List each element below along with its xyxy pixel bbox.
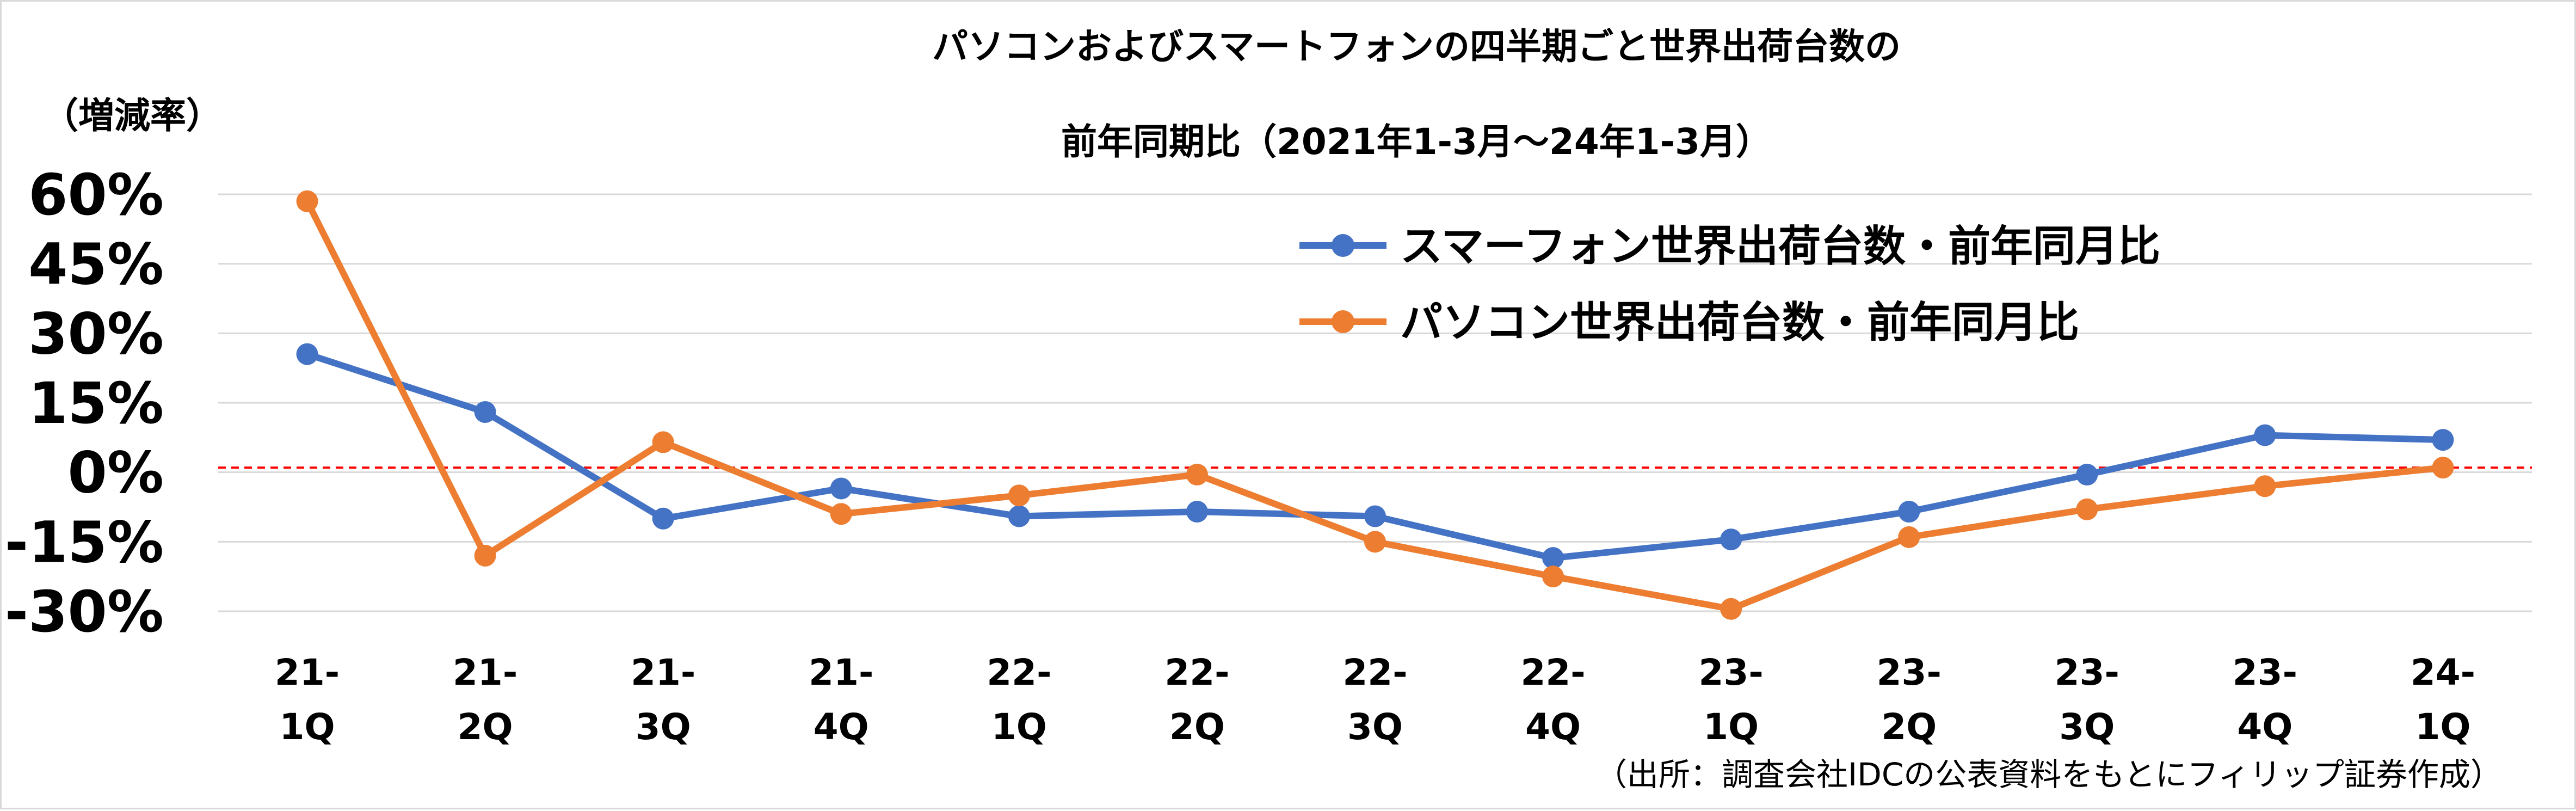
data-point (1186, 501, 1208, 523)
data-point (2076, 463, 2098, 486)
data-point (652, 507, 674, 530)
data-point (2254, 424, 2276, 446)
legend-swatch-marker (1332, 310, 1354, 333)
data-point (1720, 529, 1742, 551)
y-tick-label: 45% (28, 231, 164, 298)
x-tick-label: 21-1Q (275, 652, 340, 748)
data-point (1898, 501, 1920, 523)
data-point (1364, 505, 1386, 527)
series-pc (296, 190, 2454, 620)
x-tick-label: 22-1Q (987, 652, 1051, 748)
data-point (2432, 429, 2454, 451)
x-tick-label: 23-3Q (2055, 652, 2119, 748)
series-group (296, 190, 2454, 620)
y-tick-label: 15% (28, 370, 164, 437)
x-tick-label: 22-3Q (1342, 652, 1407, 748)
x-tick-label: 23-4Q (2233, 652, 2297, 748)
data-point (474, 401, 496, 423)
y-tick-label: -30% (5, 579, 164, 645)
data-point (1542, 547, 1564, 569)
y-tick-label: 60% (28, 162, 164, 228)
data-point (1364, 531, 1386, 553)
y-tick-label: -15% (5, 509, 164, 575)
data-point (830, 477, 852, 500)
data-point (1898, 526, 1920, 548)
data-point (1542, 566, 1564, 588)
y-tick-label: 0% (67, 440, 164, 506)
data-point (474, 544, 496, 567)
data-point (830, 503, 852, 525)
data-point (1186, 463, 1208, 486)
x-tick-label: 21-2Q (453, 652, 517, 748)
x-tick-label: 23-2Q (1877, 652, 1942, 748)
legend-label: パソコン世界出荷台数・前年同月比 (1400, 298, 2079, 347)
data-point (1008, 505, 1030, 527)
y-axis-label: （増減率） (42, 95, 222, 137)
x-tick-label: 21-4Q (809, 652, 873, 748)
x-tick-label: 24-1Q (2411, 652, 2475, 748)
data-point (1008, 484, 1030, 507)
x-tick-label: 22-2Q (1164, 652, 1229, 748)
y-axis: 60%45%30%15%0%-15%-30% (5, 162, 164, 645)
data-point (1720, 598, 1742, 620)
legend-label: スマーフォン世界出荷台数・前年同月比 (1400, 222, 2160, 271)
x-tick-label: 21-3Q (631, 652, 695, 748)
legend-swatch-marker (1332, 234, 1354, 257)
x-tick-label: 23-1Q (1699, 652, 1764, 748)
chart-title-line1: パソコンおよびスマートフォンの四半期ごと世界出荷台数の (932, 26, 1901, 67)
series-line (304, 351, 2446, 562)
chart-title-line2: 前年同期比（2021年1-3月～24年1-3月） (1061, 121, 1772, 163)
source-note: （出所：調査会社IDCの公表資料をもとにフィリップ証券作成） (1595, 756, 2502, 793)
data-point (652, 431, 674, 453)
y-tick-label: 30% (28, 300, 164, 367)
data-point (2254, 475, 2276, 497)
data-point (296, 343, 318, 365)
data-point (2432, 457, 2454, 479)
x-axis: 21-1Q 21-2Q 21-3Q 21-4Q 22-1Q 22-2Q 22-3Q 22-4Q… (275, 652, 2475, 748)
data-point (2076, 498, 2098, 520)
series-smartphone (296, 343, 2454, 569)
x-tick-label: 22-4Q (1520, 652, 1585, 748)
data-point (296, 190, 318, 212)
